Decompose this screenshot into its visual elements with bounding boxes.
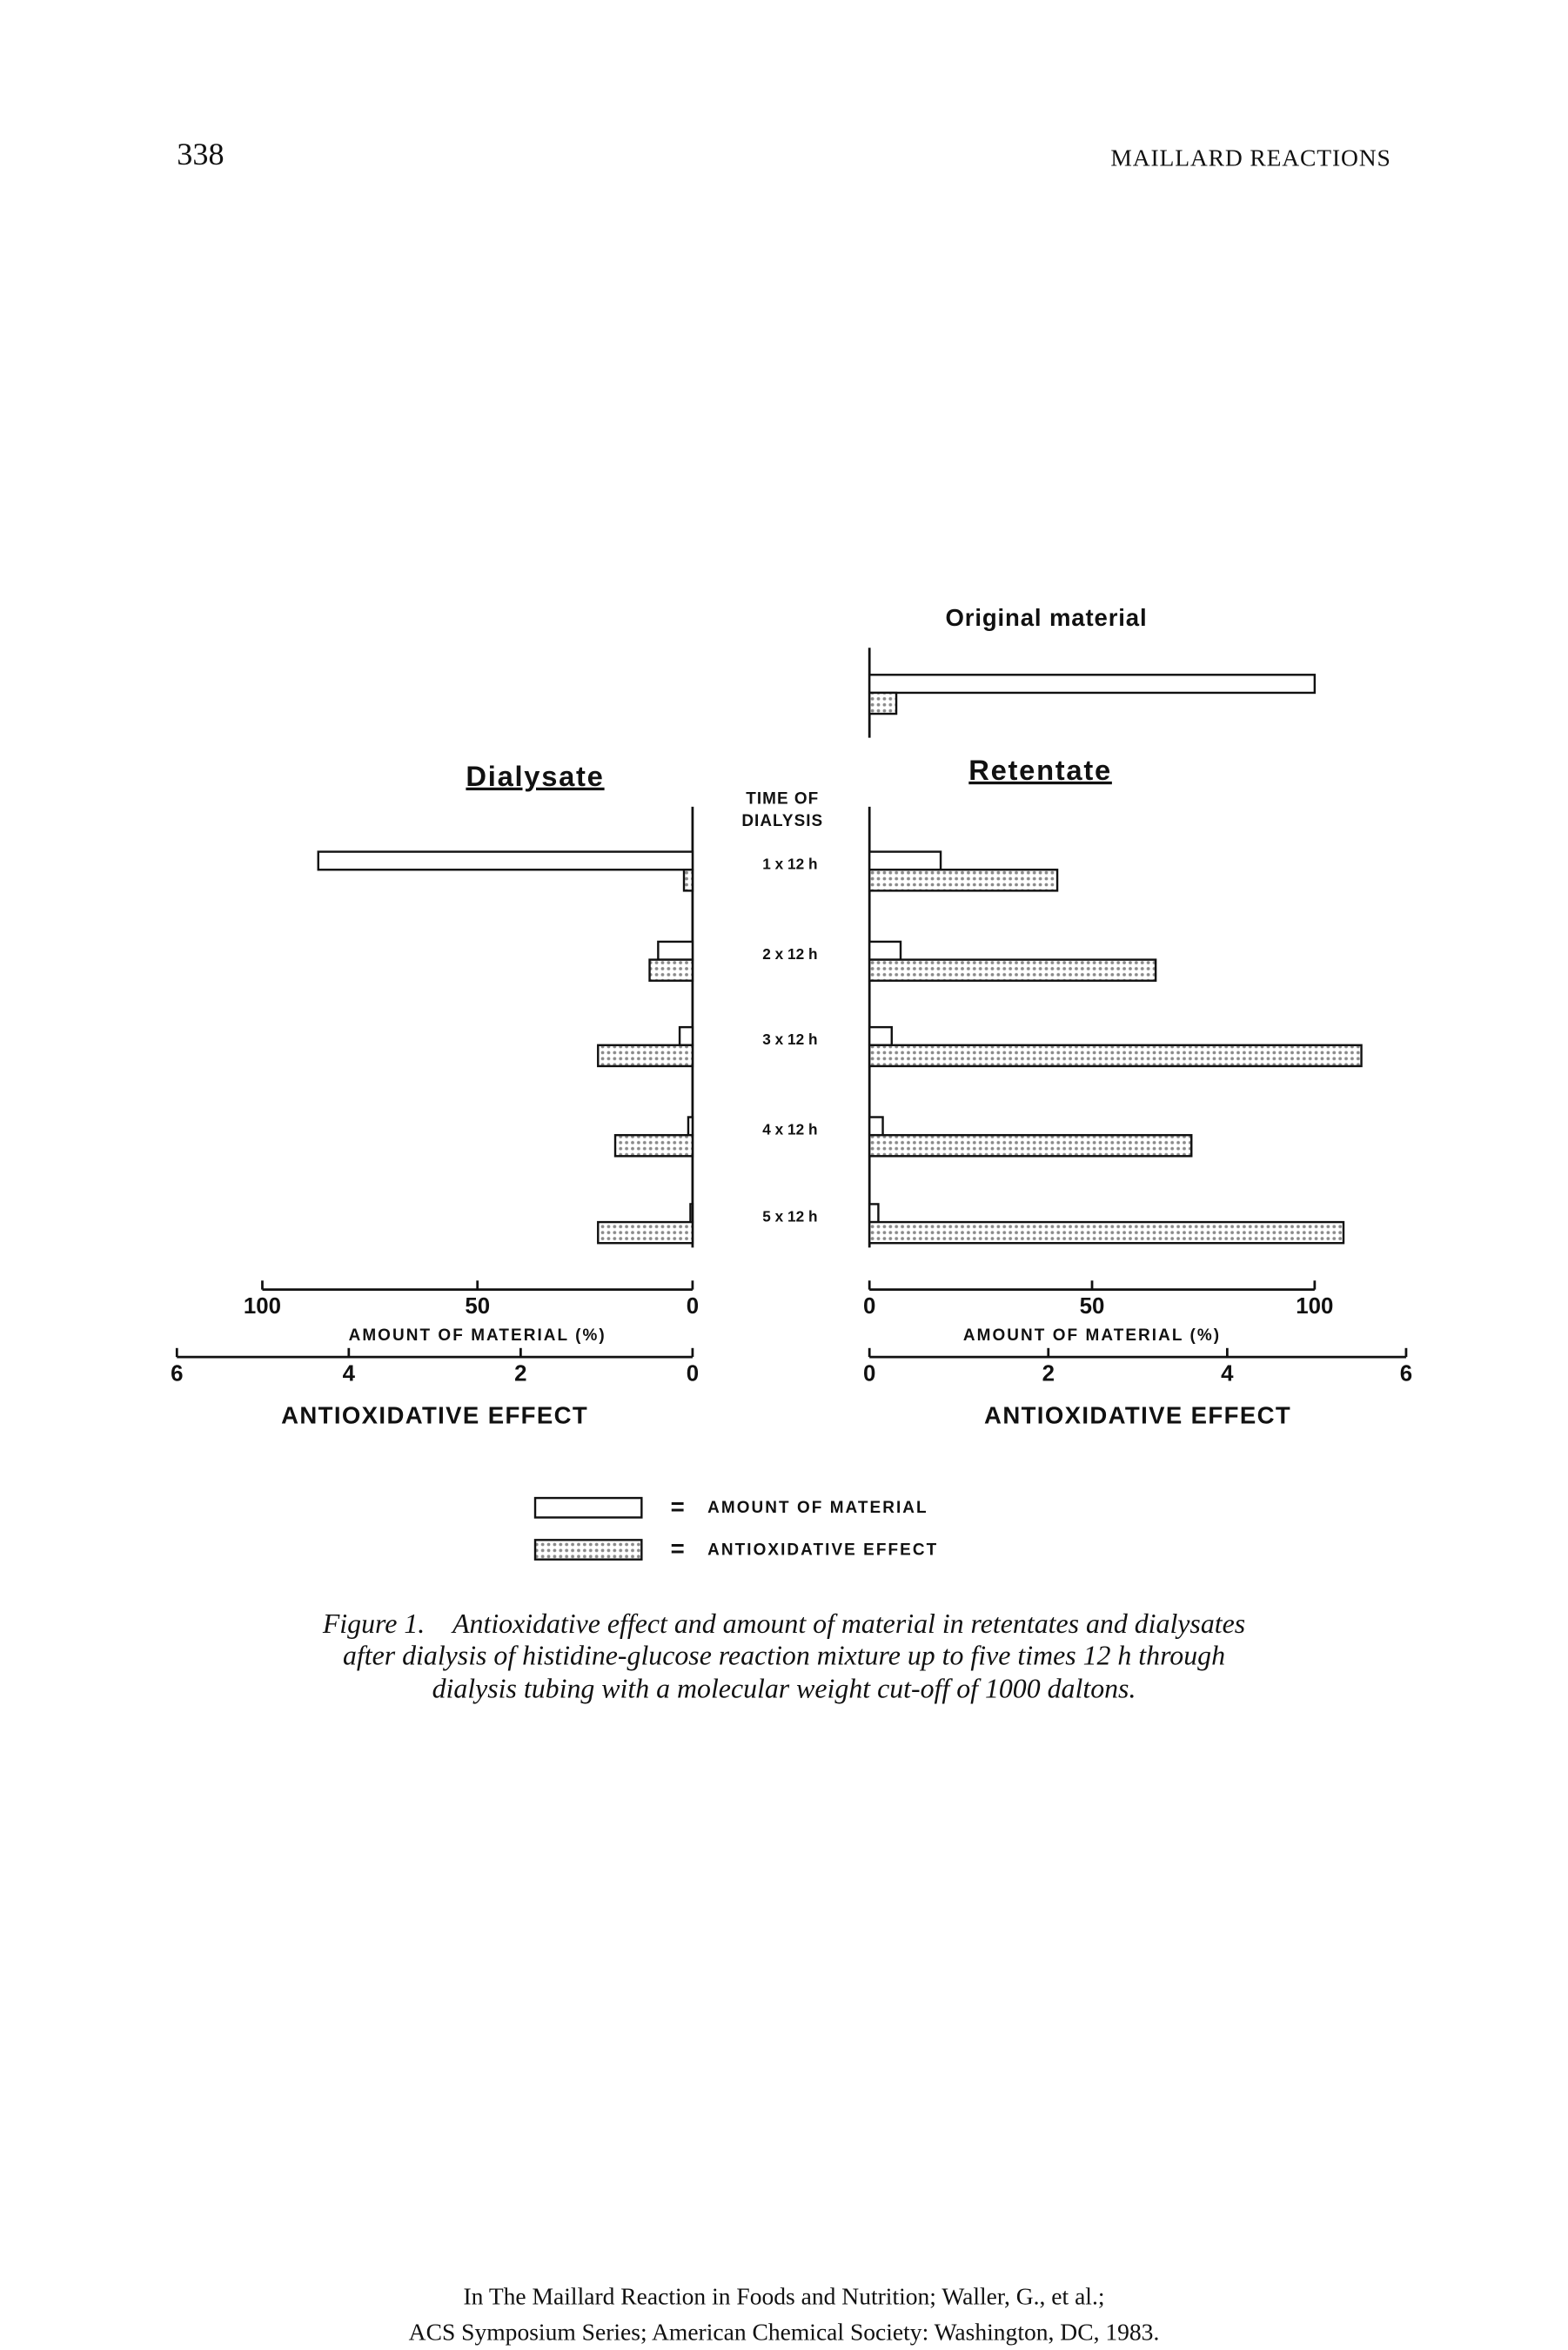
tick-label: 50	[465, 1294, 490, 1319]
tick-label: 100	[1296, 1294, 1333, 1319]
amount-bar	[317, 850, 694, 871]
original-title: Original material	[945, 604, 1147, 631]
antioxidative-bar	[868, 958, 1157, 982]
legend-equals: =	[671, 1493, 685, 1520]
amount-bar	[868, 674, 1317, 695]
amount-bar	[687, 1116, 694, 1137]
category-title: DIALYSIS	[741, 812, 823, 830]
antioxidative-bar	[597, 1220, 694, 1245]
tick-label: 2	[514, 1362, 526, 1386]
tick-label: 0	[687, 1294, 699, 1319]
category-label: 4 x 12 h	[762, 1121, 817, 1138]
tick-label: 100	[244, 1294, 281, 1319]
caption-text: Antioxidative effect and amount of mater…	[451, 1609, 1245, 1640]
amount-bar	[868, 1116, 884, 1137]
legend-swatch	[533, 1539, 643, 1561]
tick-label: 2	[1042, 1362, 1055, 1386]
page-number: 338	[177, 137, 224, 171]
caption-line: Figure 1. Antioxidative effect and amoun…	[322, 1609, 1245, 1640]
antioxidative-bar	[868, 691, 898, 715]
footer-line: ACS Symposium Series; American Chemical …	[409, 2319, 1160, 2346]
antioxidative-bar	[868, 1220, 1345, 1245]
amount-bar	[868, 1203, 880, 1224]
tick-label: 0	[863, 1294, 875, 1319]
panel-title: Retentate	[968, 754, 1112, 786]
tick-label: 4	[343, 1362, 356, 1386]
tick-label: 4	[1221, 1362, 1234, 1386]
antioxidative-bar	[613, 1133, 694, 1158]
antioxidative-bar	[682, 869, 694, 892]
amount-bar	[868, 850, 942, 871]
antioxidative-bar	[868, 1044, 1363, 1068]
antioxidative-bar	[648, 958, 694, 982]
tick-label: 6	[171, 1362, 183, 1386]
legend-swatch	[533, 1496, 643, 1519]
antioxidative-bar	[868, 1133, 1193, 1158]
caption-label: Figure 1.	[322, 1609, 425, 1640]
axis-label: AMOUNT OF MATERIAL (%)	[963, 1326, 1221, 1345]
amount-bar	[868, 940, 902, 961]
axis-label: ANTIOXIDATIVE EFFECT	[984, 1401, 1291, 1428]
axis-label: ANTIOXIDATIVE EFFECT	[281, 1401, 588, 1428]
tick-label: 0	[687, 1362, 699, 1386]
category-label: 5 x 12 h	[762, 1207, 817, 1225]
caption-line: after dialysis of histidine-glucose reac…	[343, 1641, 1225, 1671]
legend-label: ANTIOXIDATIVE EFFECT	[707, 1541, 938, 1559]
legend-equals: =	[671, 1535, 685, 1562]
amount-bar	[657, 940, 694, 961]
footer-line: In The Maillard Reaction in Foods and Nu…	[464, 2282, 1105, 2309]
category-title: TIME OF	[746, 789, 819, 808]
panel-title: Dialysate	[466, 760, 604, 792]
category-label: 1 x 12 h	[762, 856, 817, 873]
axis-label: AMOUNT OF MATERIAL (%)	[349, 1326, 606, 1345]
amount-bar	[678, 1025, 694, 1047]
legend-label: AMOUNT OF MATERIAL	[707, 1499, 928, 1517]
caption-line: dialysis tubing with a molecular weight …	[432, 1674, 1136, 1704]
antioxidative-bar	[868, 869, 1059, 892]
tick-label: 6	[1400, 1362, 1412, 1386]
caption-text: dialysis tubing with a molecular weight …	[432, 1674, 1136, 1704]
tick-label: 0	[863, 1362, 875, 1386]
category-label: 3 x 12 h	[762, 1031, 817, 1048]
amount-bar	[689, 1203, 694, 1224]
antioxidative-bar	[597, 1044, 694, 1068]
amount-bar	[868, 1025, 893, 1047]
tick-label: 50	[1080, 1294, 1105, 1319]
category-label: 2 x 12 h	[762, 945, 817, 963]
running-title: MAILLARD REACTIONS	[1110, 144, 1390, 171]
caption-text: after dialysis of histidine-glucose reac…	[343, 1641, 1225, 1671]
